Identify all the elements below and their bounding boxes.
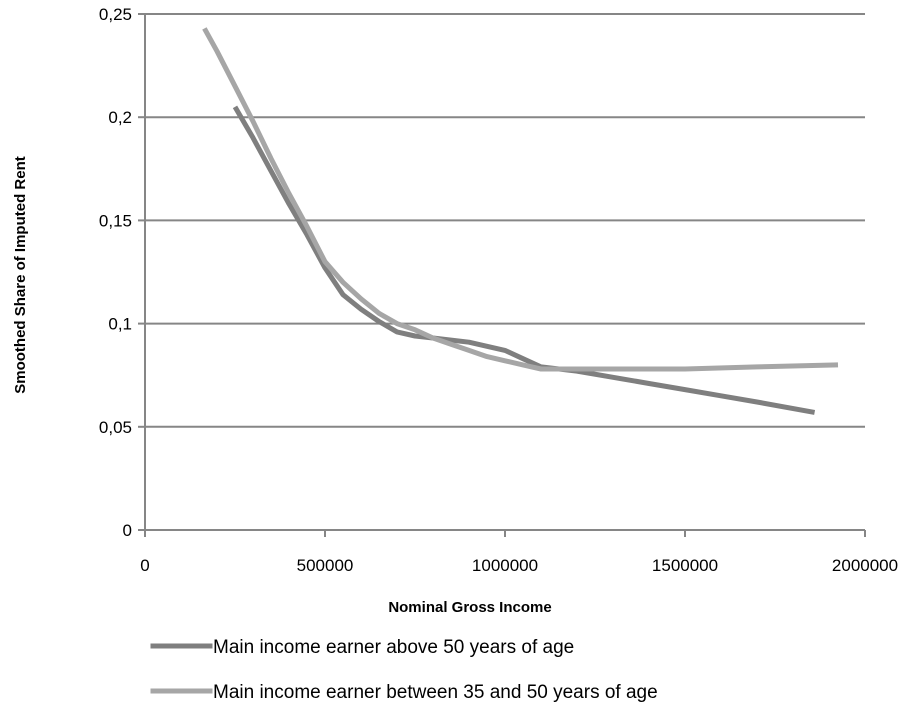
x-tick-label: 500000 bbox=[297, 556, 354, 575]
series-lines bbox=[202, 27, 839, 415]
legend-item: Main income earner between 35 and 50 yea… bbox=[150, 682, 658, 703]
y-tick-label: 0,25 bbox=[99, 5, 132, 24]
y-tick-label: 0,15 bbox=[99, 211, 132, 230]
gridlines bbox=[145, 13, 865, 428]
y-tick-label: 0 bbox=[123, 521, 132, 540]
y-tick-label: 0,1 bbox=[108, 315, 132, 334]
tick-labels: 0 0,05 0,1 0,15 0,2 0,25 0 500000 1000000 1500000… bbox=[99, 5, 898, 575]
y-tick-label: 0,2 bbox=[108, 108, 132, 127]
x-tick-label: 2000000 bbox=[832, 556, 898, 575]
x-tick-label: 1500000 bbox=[652, 556, 718, 575]
series-line-2 bbox=[202, 27, 839, 372]
legend-label: Main income earner above 50 years of age bbox=[213, 637, 574, 658]
legend-label: Main income earner between 35 and 50 yea… bbox=[213, 682, 658, 703]
series-line-1 bbox=[232, 105, 816, 415]
axes bbox=[138, 13, 866, 537]
y-tick-label: 0,05 bbox=[99, 418, 132, 437]
x-tick-label: 0 bbox=[140, 556, 149, 575]
y-axis-label: Smoothed Share of Imputed Rent bbox=[12, 156, 29, 394]
legend-item: Main income earner above 50 years of age bbox=[150, 637, 574, 658]
x-axis-label: Nominal Gross Income bbox=[388, 599, 551, 616]
x-tick-label: 1000000 bbox=[472, 556, 538, 575]
legend: Main income earner above 50 years of age… bbox=[150, 637, 658, 703]
